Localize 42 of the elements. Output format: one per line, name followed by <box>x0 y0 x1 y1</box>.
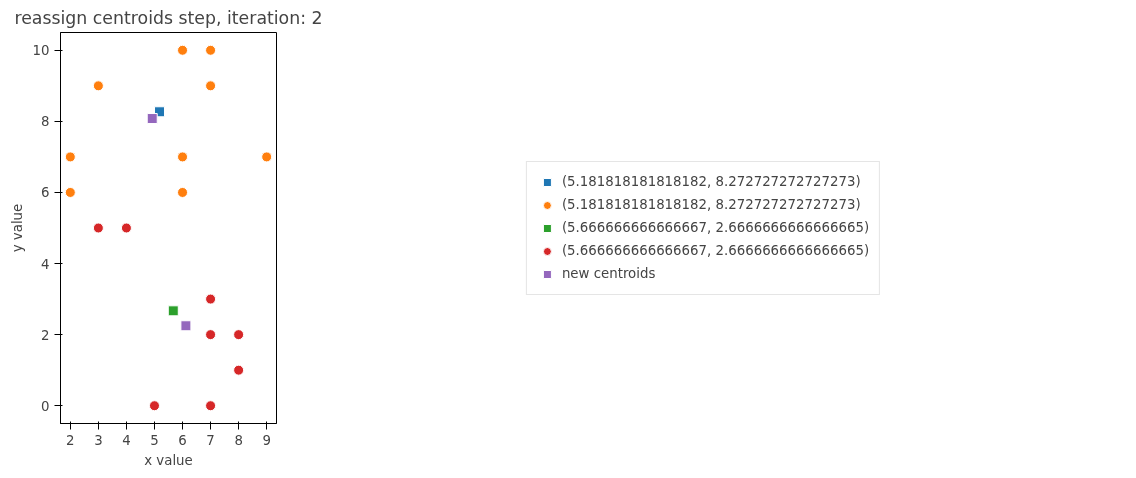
point <box>92 222 104 234</box>
point <box>205 80 217 92</box>
x-tick-label: 8 <box>234 432 243 448</box>
point <box>64 151 76 163</box>
x-tick-label: 5 <box>150 432 159 448</box>
point <box>177 44 189 56</box>
point <box>233 364 245 376</box>
legend-label: (5.666666666666667, 2.6666666666666665) <box>561 220 870 235</box>
point <box>177 186 189 198</box>
point <box>233 329 245 341</box>
point <box>261 151 273 163</box>
point <box>205 400 217 412</box>
chart-title: reassign centroids step, iteration: 2 <box>14 7 323 28</box>
y-tick-label: 0 <box>41 398 50 414</box>
point <box>180 320 192 332</box>
x-tick-label: 4 <box>122 432 131 448</box>
legend-label: (5.181818181818182, 8.272727272727273) <box>561 197 861 212</box>
point <box>148 400 160 412</box>
legend-label: (5.666666666666667, 2.6666666666666665) <box>561 243 870 258</box>
x-axis-title: x value <box>144 452 193 468</box>
x-tick-label: 2 <box>66 432 75 448</box>
point <box>167 305 179 317</box>
y-tick-label: 8 <box>41 114 50 130</box>
y-tick-label: 2 <box>41 327 50 343</box>
point <box>205 329 217 341</box>
y-axis-title: y value <box>9 203 25 253</box>
legend-label: new centroids <box>561 266 656 281</box>
point <box>120 222 132 234</box>
x-tick-label: 3 <box>94 432 103 448</box>
y-tick-label: 6 <box>41 185 50 201</box>
y-tick-label: 4 <box>41 256 50 272</box>
x-tick-label: 6 <box>178 432 187 448</box>
x-tick-label: 9 <box>262 432 271 448</box>
point <box>92 80 104 92</box>
point <box>64 186 76 198</box>
point <box>205 293 217 305</box>
point <box>177 151 189 163</box>
legend-label: (5.181818181818182, 8.272727272727273) <box>561 174 861 189</box>
point <box>146 113 158 125</box>
point <box>205 44 217 56</box>
y-tick-label: 10 <box>32 43 50 59</box>
x-tick-label: 7 <box>206 432 215 448</box>
